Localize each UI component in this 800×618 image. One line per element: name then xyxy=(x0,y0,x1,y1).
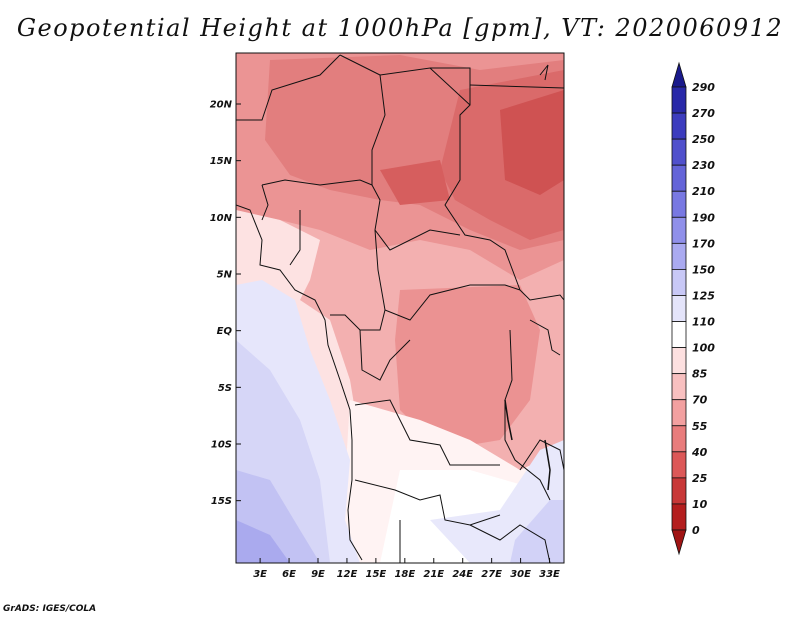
border-zimbabwe xyxy=(469,524,551,563)
border-great-lakes xyxy=(504,329,551,501)
x-tick-label-9e: 9E xyxy=(311,569,325,580)
colorbar-min-triangle xyxy=(671,529,687,556)
x-tick-label-12e: 12E xyxy=(337,569,358,580)
colorbar-label-110: 110 xyxy=(692,316,715,329)
colorbar-label-210: 210 xyxy=(692,185,715,198)
colorbar-label-10: 10 xyxy=(692,498,708,511)
border-libya xyxy=(430,67,471,105)
colorbar-segment xyxy=(671,399,687,427)
y-tick-label-15s: 15S xyxy=(211,496,232,507)
field-chad-core xyxy=(380,160,450,205)
colorbar-segment xyxy=(671,373,687,401)
colorbar-segment xyxy=(671,86,687,114)
x-tick-label-27e: 27E xyxy=(481,569,502,580)
colorbar-max-triangle xyxy=(671,61,687,88)
colorbar-label-25: 25 xyxy=(692,472,708,485)
colorbar-segment xyxy=(671,425,687,453)
colorbar-label-270: 270 xyxy=(692,107,715,120)
colorbar-segment xyxy=(671,477,687,505)
x-tick-label-33e: 33E xyxy=(539,569,560,580)
field-atlantic-4 xyxy=(236,520,290,563)
colorbar-label-100: 100 xyxy=(692,342,715,355)
colorbar-segment xyxy=(671,321,687,348)
y-tick-label-10n: 10N xyxy=(210,213,233,224)
colorbar-segment xyxy=(671,112,687,140)
colorbar-segment xyxy=(671,164,687,192)
x-axis: 3E 6E 9E 12E 15E 18E 21E 24E 27E 30E 33E xyxy=(253,558,560,580)
border-tanzania xyxy=(519,439,564,471)
border-chad xyxy=(379,67,521,291)
colorbar-segment xyxy=(671,216,687,244)
border-egypt-sudan xyxy=(469,84,564,89)
colorbar-label-250: 250 xyxy=(692,133,715,146)
border-sudan-south xyxy=(519,289,564,301)
lake-malawi xyxy=(544,439,551,491)
x-tick-label-15e: 15E xyxy=(366,569,387,580)
colorbar-segment xyxy=(671,190,687,218)
field-congo xyxy=(395,285,540,450)
y-tick-label-5s: 5S xyxy=(218,383,232,394)
border-mauritania-mali xyxy=(236,54,341,121)
border-guinea xyxy=(261,184,269,221)
x-tick-label-30e: 30E xyxy=(510,569,531,580)
nile-delta xyxy=(539,64,549,81)
colorbar-label-85: 85 xyxy=(692,368,708,381)
colorbar-label-0: 0 xyxy=(692,524,700,537)
colorbar-label-40: 40 xyxy=(691,446,708,459)
borders-layer xyxy=(236,54,564,563)
x-tick-label-3e: 3E xyxy=(253,569,267,580)
colorbar-label-150: 150 xyxy=(692,263,715,276)
coastline-west xyxy=(236,204,363,561)
x-tick-label-6e: 6E xyxy=(282,569,296,580)
lake-tanganyika xyxy=(504,399,513,441)
x-tick-label-18e: 18E xyxy=(394,569,415,580)
field-layer xyxy=(236,53,564,563)
footer-credit: GrADS: IGES/COLA xyxy=(3,604,97,614)
y-tick-label-15n: 15N xyxy=(210,156,233,167)
colorbar-label-55: 55 xyxy=(692,420,708,433)
colorbar-label-170: 170 xyxy=(692,237,715,250)
border-ghana xyxy=(289,210,301,266)
border-congo xyxy=(359,329,411,381)
x-tick-label-24e: 24E xyxy=(452,569,473,580)
y-tick-label-eq: EQ xyxy=(217,326,233,337)
colorbar-segment xyxy=(671,242,687,270)
colorbar-segment xyxy=(671,295,687,322)
colorbar-segment xyxy=(671,347,687,375)
colorbar-segment xyxy=(671,138,687,166)
x-tick-label-21e: 21E xyxy=(423,569,444,580)
field-northeast-core xyxy=(500,90,564,195)
lake-victoria xyxy=(529,319,561,356)
border-car xyxy=(374,229,521,321)
colorbar-label-70: 70 xyxy=(692,394,708,407)
border-angola-drc xyxy=(354,399,500,466)
y-tick-label-20n: 20N xyxy=(210,100,233,111)
field-southeast-2 xyxy=(510,500,564,563)
colorbar-segment xyxy=(671,451,687,479)
colorbar-label-230: 230 xyxy=(692,159,715,172)
border-nigeria-chad xyxy=(371,184,461,251)
colorbar-label-190: 190 xyxy=(692,211,715,224)
colorbar-segment xyxy=(671,503,687,531)
y-axis: 20N 15N 10N 5N EQ 5S 10S 15S xyxy=(210,100,241,507)
map-frame xyxy=(235,52,565,564)
y-tick-label-10s: 10S xyxy=(211,440,232,451)
colorbar-segment xyxy=(671,269,687,296)
chart-title: Geopotential Height at 1000hPa [gpm], VT… xyxy=(16,14,784,42)
colorbar-label-125: 125 xyxy=(692,289,715,302)
colorbar: 2902702502302101901701501251101008570554… xyxy=(671,61,715,556)
colorbar-label-290: 290 xyxy=(692,81,715,94)
y-tick-label-5n: 5N xyxy=(217,270,233,281)
